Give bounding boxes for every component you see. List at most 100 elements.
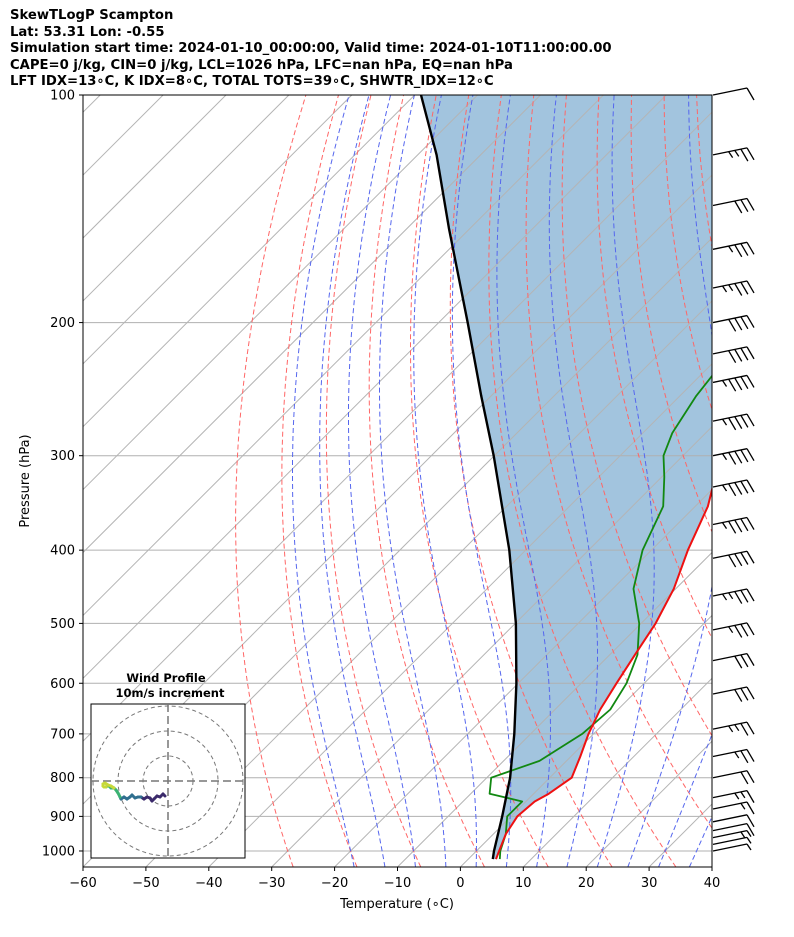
x-tick-label: −30 [258,876,285,891]
x-tick-label: 0 [456,876,464,891]
wind-barb [712,588,755,604]
wind-barb-full [740,654,749,668]
wind-barb-full [734,553,743,567]
moist-adiabat-25 [627,95,712,867]
wind-barb-full [728,554,737,568]
wind-barb-full [728,378,737,392]
wind-barb-full [746,749,755,762]
wind-barb-half [721,453,728,461]
wind-barb [712,550,755,568]
isotherm--140 [83,95,353,365]
temperature-line [495,486,712,860]
hodograph-title: Wind Profile [126,671,206,685]
isotherm-10 [522,677,712,867]
wind-barb-full [734,450,743,464]
y-tick-label: 800 [50,771,75,786]
wind-barb-staff [712,836,748,845]
wind-barb-half [728,284,734,292]
x-tick-label: −40 [195,876,222,891]
dry-adiabat-80 [663,95,712,412]
isotherm--150 [83,95,290,302]
moist-adiabat--5 [379,95,447,867]
wind-barb-full [740,316,749,330]
wind-barb-full [740,148,749,162]
isotherm--120 [83,95,478,491]
wind-barb-half [734,150,740,157]
wind-barb-half [746,843,752,851]
wind-barb-full [746,721,755,735]
wind-barb-half [721,285,728,293]
wind-barb [712,721,755,736]
y-tick-label: 100 [50,89,75,104]
wind-barb [712,346,755,363]
wind-barb-full [740,623,749,637]
isotherm--10 [397,551,712,867]
wind-barb-half [740,791,746,799]
wind-barb-full [740,449,749,463]
wind-barb-full [734,655,743,669]
wind-barb-half [728,245,734,253]
dry-adiabat-20 [449,95,613,867]
wind-barb [712,748,755,764]
dry-adiabat-60 [596,95,712,640]
x-tick-label: −10 [384,876,411,891]
wind-barb-half [721,593,728,601]
wind-barb-full [746,801,755,815]
dry-adiabat-0 [368,95,485,867]
isotherm--80 [83,111,712,742]
wind-barb-half [721,418,728,426]
dry-adiabat-110 [762,95,794,867]
wind-barb-full [740,347,749,361]
title-station: SkewTLogP Scampton [10,8,174,23]
wind-barb-full [728,521,737,534]
wind-barb-full [734,349,743,362]
x-tick-label: −50 [132,876,159,891]
moist-adiabat-20 [596,95,655,867]
isotherm-lines [83,95,712,867]
isotherm--90 [83,95,667,680]
isotherm-40 [711,866,712,867]
moist-adiabat-40 [720,95,794,867]
wind-barb [712,789,755,803]
wind-barb-half [721,484,728,492]
chart-title-block: SkewTLogP Scampton Lat: 53.31 Lon: -0.55… [10,8,612,91]
wind-barb-full [740,243,749,256]
wind-barb [712,87,755,101]
dry-adiabat--10 [325,95,422,867]
isotherm--160 [83,95,227,239]
wind-barb [712,448,755,465]
moist-adiabat-30 [658,733,712,867]
wind-barb [712,836,752,845]
title-cape-info: CAPE=0 j/kg, CIN=0 j/kg, LCL=1026 hPa, L… [10,57,513,73]
wind-barb-full [740,687,749,701]
wind-barb-full [734,377,743,391]
x-tick-label: 40 [704,876,721,891]
wind-barb-full [746,346,755,360]
hodograph-subtitle: 10m/s increment [116,686,225,700]
wind-barb-full [734,317,743,331]
wind-barb-full [746,87,755,101]
y-tick-label: 700 [50,727,75,742]
wind-barb-staff [712,87,748,96]
wind-barb [712,479,755,497]
x-axis-label: Temperature (∘C) [339,897,454,912]
y-tick-label: 600 [50,677,75,692]
y-tick-label: 400 [50,544,75,559]
hodograph-segment [109,784,116,790]
wind-barb-full [746,198,755,211]
wind-barb-full [746,315,755,328]
isotherm-0 [460,614,712,867]
wind-barb-full [728,483,737,497]
wind-barb-half [728,151,734,159]
moist-adiabat-15 [548,95,598,867]
y-tick-label: 200 [50,316,75,331]
wind-barb-full [746,375,755,388]
hodograph-trace [101,781,167,803]
x-tick-label: 30 [641,876,658,891]
wind-barb-full [734,625,743,638]
wind-barb-full [746,622,755,636]
wind-barb-full [746,770,755,784]
profile-lines [419,95,712,860]
wind-barb-full [734,416,743,429]
